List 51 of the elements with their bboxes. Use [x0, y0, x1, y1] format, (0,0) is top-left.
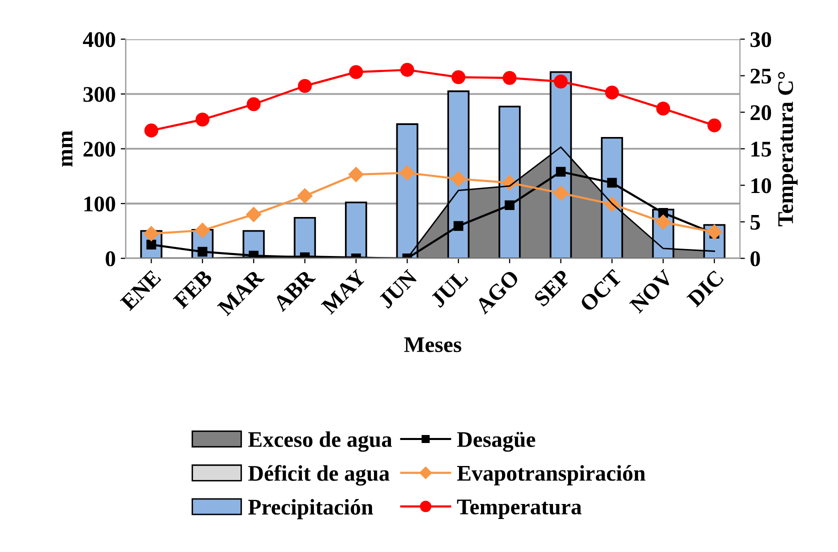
- y-tick-label: 200: [84, 142, 116, 157]
- x-axis-title: Meses: [404, 337, 462, 352]
- point: [348, 166, 364, 182]
- point: [196, 112, 210, 126]
- point: [554, 74, 568, 89]
- point: [707, 118, 722, 132]
- legend-label: Evapotranspiración: [457, 465, 646, 486]
- legend-label: Temperatura: [457, 500, 582, 519]
- point: [400, 62, 414, 77]
- legend-label: Déficit de agua: [248, 465, 390, 486]
- legend-label: Desagüe: [457, 432, 536, 452]
- y-tick-label: 400: [82, 32, 116, 48]
- y2-tick-label: 5: [750, 214, 760, 230]
- legend-label: Precipitación: [248, 499, 374, 520]
- y2-tick-label: 25: [750, 68, 772, 84]
- point: [454, 221, 464, 231]
- point: [605, 86, 619, 100]
- point: [451, 70, 466, 84]
- point: [556, 166, 566, 177]
- point: [656, 102, 670, 116]
- point: [450, 171, 466, 186]
- x-tick-label: SEP: [533, 269, 572, 308]
- point: [502, 70, 517, 85]
- point: [194, 222, 210, 238]
- point: [246, 206, 262, 222]
- x-tick-label: JUL: [430, 269, 469, 308]
- point: [144, 226, 159, 242]
- point: [198, 246, 208, 257]
- y2-axis-title: Temperatura C°: [778, 72, 798, 226]
- y2-tick-label: 30: [750, 32, 772, 48]
- y2-tick-label: 15: [751, 142, 772, 157]
- point: [607, 178, 617, 188]
- point: [349, 65, 363, 80]
- x-tick-label: DIC: [686, 270, 724, 308]
- point: [144, 124, 158, 138]
- y2-tick-label: 0: [750, 251, 760, 266]
- point: [246, 97, 261, 112]
- y-axis-title: mm: [62, 130, 72, 167]
- point: [656, 214, 671, 230]
- y2-tick-label: 10: [751, 178, 772, 194]
- y-tick-label: 100: [84, 196, 116, 212]
- legend-label: Exceso de agua: [248, 431, 392, 452]
- y2-tick-label: 20: [750, 105, 772, 120]
- point: [553, 186, 568, 201]
- point: [400, 165, 415, 180]
- point: [298, 79, 312, 93]
- point: [706, 224, 722, 240]
- y-tick-label: 300: [83, 86, 116, 102]
- point: [504, 200, 514, 210]
- point: [297, 188, 312, 204]
- y-tick-label: 0: [106, 251, 116, 266]
